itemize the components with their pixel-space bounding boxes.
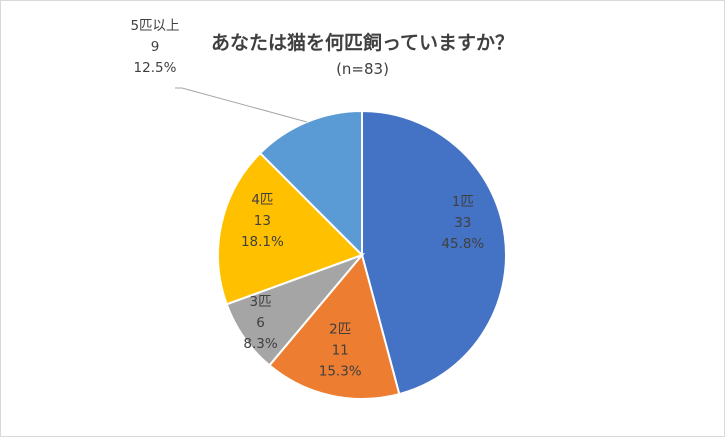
data-label-4-percent: 18.1% (241, 234, 284, 250)
data-label-5-value: 9 (151, 39, 160, 55)
data-label-2-value: 11 (332, 342, 349, 358)
pie-slice-1 (361, 109, 507, 396)
data-label-3-percent: 8.3% (243, 336, 277, 352)
chart-title: あなたは猫を何匹飼っていますか？ (210, 32, 515, 54)
data-label-2-category: 2匹 (329, 321, 351, 337)
chart-subtitle: (n=83) (336, 60, 389, 78)
pie-slice-2 (268, 252, 401, 400)
data-label-1-percent: 45.8% (441, 236, 484, 252)
data-label-1-value: 33 (454, 215, 471, 231)
pie-slice-5 (258, 109, 363, 258)
data-label-3-value: 6 (256, 315, 265, 331)
data-label-4-category: 4匹 (251, 192, 273, 208)
pie-slices (217, 109, 507, 400)
pie-labels: 1匹 33 45.8% 2匹 11 15.3% 3匹 6 8.3% 4匹 13 18.1% 5匹以上 9 1… (130, 18, 484, 379)
data-label-2-percent: 15.3% (319, 363, 362, 379)
data-label-5-category: 5匹以上 (130, 18, 179, 34)
pie-slice-4 (217, 151, 364, 306)
data-label-1-category: 1匹 (452, 194, 474, 210)
data-label-4-value: 13 (254, 213, 271, 229)
leader-line-5 (175, 87, 308, 123)
data-label-5-percent: 12.5% (134, 60, 177, 76)
data-label-3-category: 3匹 (250, 294, 272, 310)
